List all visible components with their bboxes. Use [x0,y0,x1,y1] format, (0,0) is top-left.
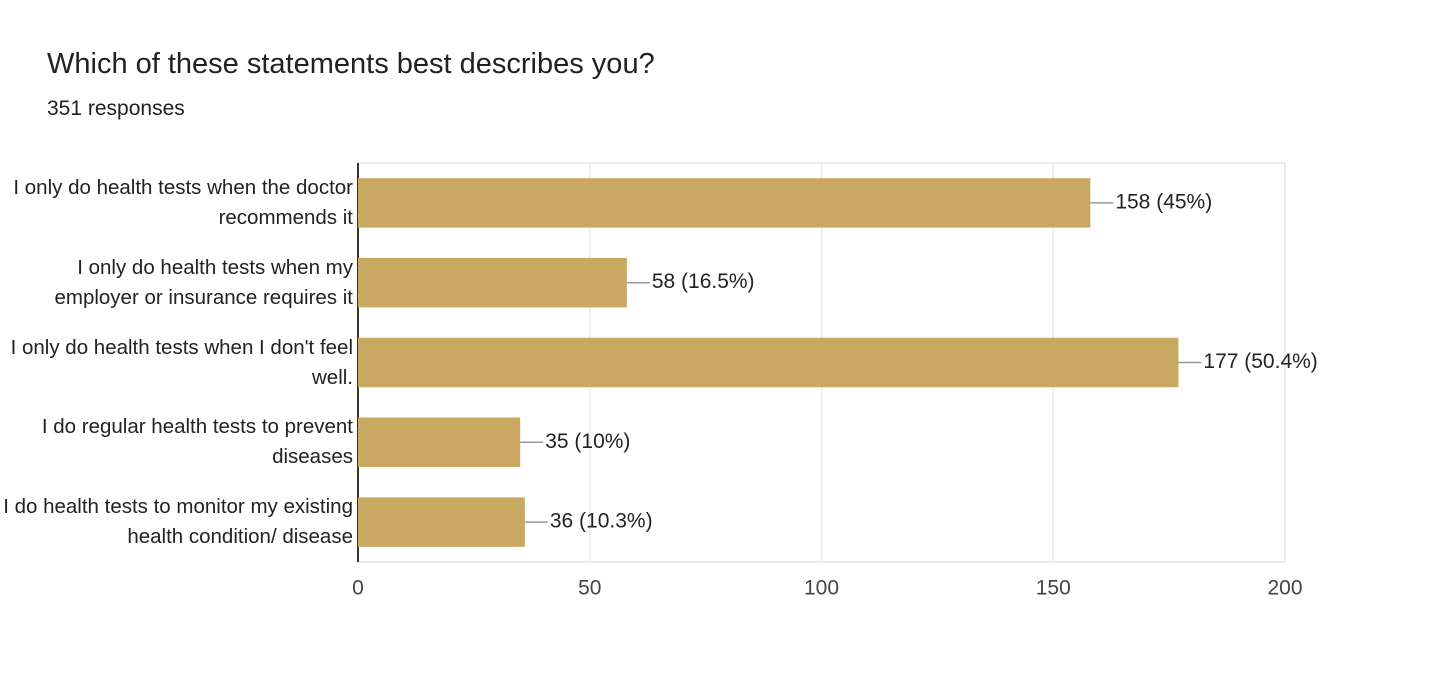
bar [358,337,1179,388]
x-tick-label: 0 [352,577,364,600]
bar [358,417,521,468]
x-tick-label: 150 [1036,577,1071,600]
y-tick-label: I only do health tests when I don't feel… [10,335,353,389]
value-label: 36 (10.3%) [550,510,653,533]
x-tick-label: 200 [1267,577,1302,600]
value-label: 158 (45%) [1115,190,1212,213]
y-tick-label: I do health tests to monitor my existing… [3,495,353,549]
bar [358,497,525,547]
value-label: 35 (10%) [545,430,630,453]
chart-title: Which of these statements best describes… [47,48,655,80]
y-tick-label: I only do health tests when my employer … [54,255,353,309]
value-label: 58 (16.5%) [652,270,755,293]
y-tick-label: I do regular health tests to prevent dis… [41,415,353,469]
y-tick-label: I only do health tests when the doctor r… [13,175,353,229]
value-label: 177 (50.4%) [1203,350,1317,373]
bar [358,178,1091,228]
chart-subtitle: 351 responses [47,97,185,120]
x-tick-label: 100 [804,577,839,600]
bar [358,257,627,308]
x-tick-label: 50 [578,577,601,600]
